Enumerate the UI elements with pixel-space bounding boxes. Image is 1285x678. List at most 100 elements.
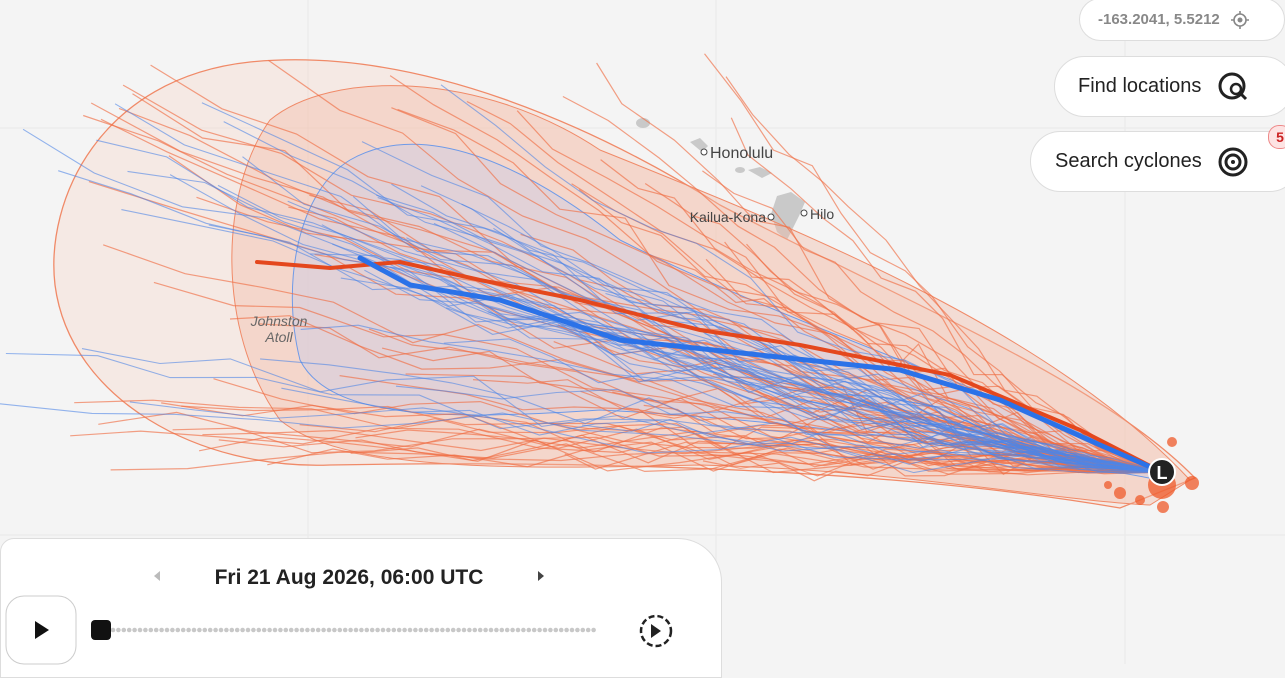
button-label: Find locations: [1078, 75, 1202, 97]
slider-dot: [332, 627, 337, 633]
slider-dot: [494, 627, 499, 633]
slider-dot: [294, 627, 299, 633]
track: [181, 405, 1163, 473]
place-label: Honolulu: [710, 145, 773, 162]
slider-dot: [440, 627, 445, 633]
search-cyclones-button[interactable]: Search cyclones: [1030, 131, 1285, 192]
slider-dot: [407, 627, 413, 633]
slider-dot: [126, 627, 132, 633]
place-label: Hilo: [810, 206, 834, 222]
slider-dot: [542, 627, 548, 633]
slider-dot: [413, 627, 418, 633]
slider-dot: [251, 627, 256, 633]
track: [213, 378, 1163, 473]
slider-dot: [299, 627, 305, 633]
slider-dot: [391, 627, 397, 633]
find-icon: [1218, 72, 1248, 100]
slider-dot: [321, 627, 326, 633]
slider-dot: [456, 627, 461, 633]
track: [397, 108, 1163, 473]
track: [103, 244, 1163, 473]
slider-dot: [326, 627, 332, 633]
slider-dot: [488, 627, 494, 633]
slider-dot: [137, 627, 143, 633]
mean-track-orange: [255, 259, 1164, 474]
slider-dot: [575, 627, 580, 633]
islands: [636, 118, 805, 240]
slider-dot: [143, 627, 148, 633]
slider-dot: [164, 627, 170, 633]
next-button[interactable]: [538, 571, 544, 581]
slider-dot: [148, 627, 154, 633]
slider-dot: [359, 627, 364, 633]
slider-dot: [337, 627, 343, 633]
timeline: Fri 21 Aug 2026, 06:00 UTC: [5, 566, 673, 665]
timeline-panel: Fri 21 Aug 2026, 06:00 UTC: [0, 538, 722, 678]
slider-dot: [348, 627, 353, 633]
slider-dot: [510, 627, 515, 633]
slider-dot: [153, 627, 159, 633]
slider-dot: [245, 627, 251, 633]
coordinates-text: -163.2041, 5.5212: [1098, 11, 1220, 28]
slider-dot: [375, 627, 380, 633]
slider-dot: [585, 627, 591, 633]
slider-track[interactable]: [110, 627, 596, 633]
replay-button[interactable]: [639, 614, 673, 648]
track: [110, 443, 1163, 474]
track: [466, 100, 1163, 473]
place-labels: Honolulu Kailua-Kona Hilo Johnston Atoll: [250, 145, 835, 345]
storm-marker[interactable]: [1148, 458, 1176, 486]
slider-dot: [521, 627, 526, 633]
slider-dot: [353, 627, 359, 633]
find-locations-button[interactable]: Find locations: [1054, 56, 1285, 117]
slider-dot: [548, 627, 553, 633]
slider-dot: [197, 627, 202, 633]
play-icon: [35, 621, 49, 639]
track: [300, 324, 1163, 473]
slider-dot: [132, 627, 137, 633]
place-label: Kailua-Kona: [690, 209, 766, 225]
slider-dot: [429, 627, 434, 633]
slider-dot: [418, 627, 424, 633]
track: [578, 189, 1163, 473]
coordinates[interactable]: -163.2041, 5.5212: [1079, 0, 1285, 41]
slider-dot: [461, 627, 467, 633]
track: [389, 75, 1163, 473]
slider-dot: [267, 627, 272, 633]
timeline-date: Fri 21 Aug 2026, 06:00 UTC: [215, 566, 484, 589]
track: [600, 159, 1163, 473]
slider-dot: [569, 627, 575, 633]
badge-count: 5: [1276, 129, 1284, 145]
slider-dot: [191, 627, 197, 633]
track: [355, 429, 1163, 473]
slider-dot: [224, 627, 229, 633]
slider-dot: [170, 627, 175, 633]
slider-dot: [218, 627, 224, 633]
slider-dot: [202, 627, 208, 633]
slider-dot: [369, 627, 375, 633]
slider-dot: [450, 627, 456, 633]
mean-track-blue: [357, 255, 1165, 475]
slider-dot: [364, 627, 370, 633]
slider-dot: [386, 627, 391, 633]
slider-dot: [380, 627, 386, 633]
track: [581, 418, 1163, 474]
slider-thumb[interactable]: [91, 620, 111, 640]
track: [81, 348, 1163, 473]
place-label: Atoll: [264, 329, 293, 345]
track: [217, 184, 1163, 473]
slider-dot: [434, 627, 440, 633]
slider-dot: [305, 627, 310, 633]
slider-dot: [467, 627, 472, 633]
slider-dot: [526, 627, 532, 633]
slider-dot: [342, 627, 348, 633]
slider-dot: [159, 627, 164, 633]
prev-button[interactable]: [154, 571, 160, 581]
slider-dot: [229, 627, 235, 633]
track: [0, 403, 1163, 474]
slider-dot: [558, 627, 564, 633]
slider-dot: [423, 627, 429, 633]
slider-dot: [504, 627, 510, 633]
slider-dot: [180, 627, 186, 633]
slider-dot: [531, 627, 537, 633]
